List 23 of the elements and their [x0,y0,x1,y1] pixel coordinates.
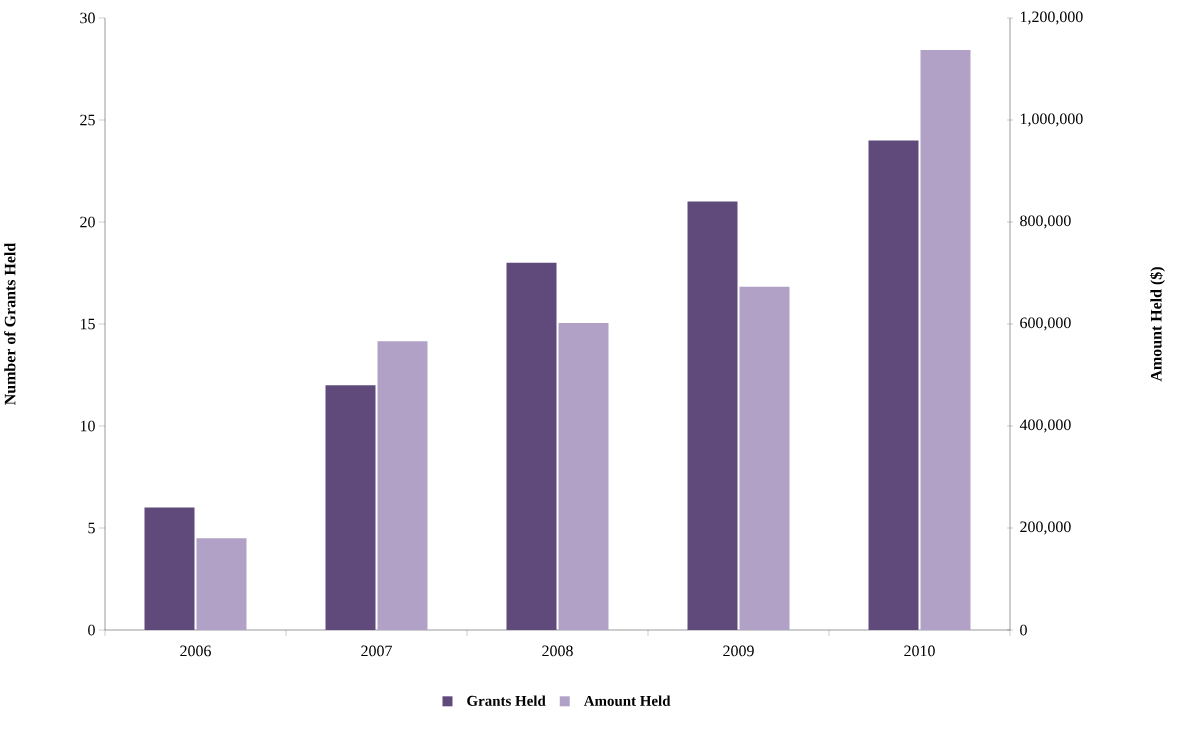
y-tick-label: 10 [80,420,95,432]
y-tick-label: 15 [80,318,95,330]
legend-label: Grants Held [467,695,546,706]
y-tick-label: 20 [80,216,95,228]
x-tick-label: 2009 [723,645,754,657]
legend-label: Amount Held [583,695,671,706]
y2-tick-label: 0 [1020,624,1027,636]
y2-tick-label: 1,200,000 [1020,11,1083,25]
y2-tick-label: 600,000 [1020,317,1071,331]
x-tick-label: 2006 [180,645,211,657]
y2-axis-title: Amount Held ($) [1149,267,1165,382]
y2-tick-label: 800,000 [1020,215,1071,229]
x-tick-label: 2008 [542,645,573,657]
y-tick-label: 5 [88,522,95,534]
y2-tick-label: 400,000 [1019,419,1071,433]
x-tick-label: 2010 [904,645,935,657]
y-tick-label: 30 [80,12,95,24]
y-axis-title: Number of Grants Held [4,242,16,405]
x-tick-label: 2007 [361,645,392,657]
y2-tick-label: 1,000,000 [1020,113,1083,127]
y-tick-label: 0 [88,624,95,636]
y-tick-label: 25 [80,114,95,126]
y2-tick-label: 200,000 [1020,521,1071,535]
